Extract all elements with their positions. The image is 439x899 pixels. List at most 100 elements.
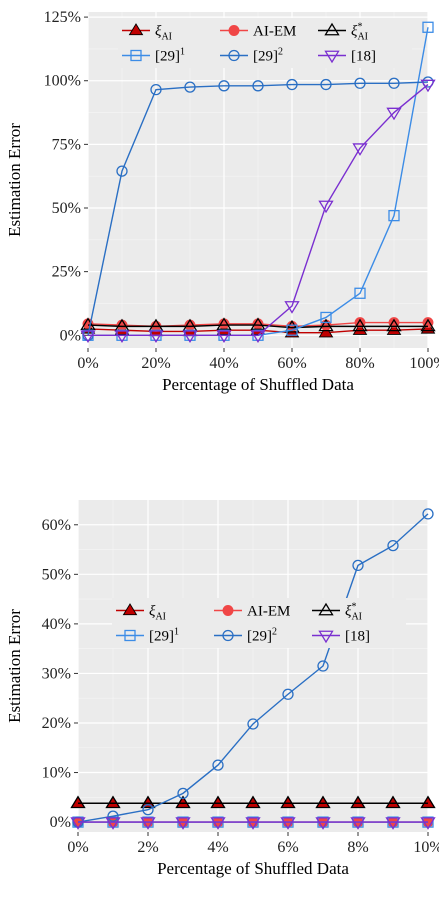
legend-item-ref18: [18] <box>312 629 370 645</box>
y-tick-label: 20% <box>42 715 71 732</box>
chart-top-svg: 0% 20% 40% 60% 80% 100% 0% 25% 50% 75% 100% 125% ξAI… <box>5 9 439 394</box>
legend-item-xi_ai_star: ξ* AI <box>312 602 362 623</box>
y-tick-label: 60% <box>42 517 71 534</box>
legend-key-marker <box>130 49 142 62</box>
y-tick-label: 50% <box>52 200 81 217</box>
data-point <box>318 318 334 332</box>
x-tick-label: 8% <box>347 839 368 856</box>
chart-bottom: 0% 2% 4% 6% 8% 10% 0% 10% 20% 30% 40% 50% 60% ξAI AI-E… <box>0 447 439 894</box>
legend-label: ξAI <box>155 24 172 43</box>
data-point <box>420 817 436 830</box>
legend-label: [29]1 <box>149 627 179 645</box>
x-tick-label: 100% <box>409 355 439 372</box>
x-tick-label: 20% <box>141 355 170 372</box>
data-point <box>80 330 96 344</box>
data-point <box>216 330 232 344</box>
legend-key-marker <box>222 629 234 642</box>
data-point <box>286 324 298 336</box>
data-point <box>318 200 334 214</box>
x-tick-label: 40% <box>209 355 238 372</box>
data-point <box>352 143 368 156</box>
data-point <box>422 21 434 33</box>
legend-key-marker <box>228 25 240 36</box>
data-point <box>317 660 329 672</box>
legend-item-ref18: [18] <box>318 49 376 65</box>
data-point <box>286 78 298 91</box>
data-point <box>250 330 266 344</box>
series-line <box>87 324 428 329</box>
data-point <box>352 559 364 572</box>
data-point <box>210 817 226 830</box>
data-point <box>245 817 261 830</box>
legend-item-ref29_2: [29]2 <box>214 627 277 645</box>
legend-item-xi_ai: ξAI <box>122 23 172 43</box>
series-line <box>87 81 429 336</box>
x-axis-title: Percentage of Shuffled Data <box>162 375 354 394</box>
data-point <box>252 80 264 92</box>
y-tick-label: 125% <box>44 9 81 26</box>
data-point <box>247 718 259 730</box>
legend-label: [18] <box>351 49 376 65</box>
legend-label: [29]1 <box>155 47 185 65</box>
legend-item-ai_em: AI-EM <box>214 604 290 620</box>
data-point <box>175 795 191 809</box>
data-point <box>352 318 368 332</box>
data-point <box>177 787 189 799</box>
data-point <box>142 804 154 816</box>
data-point <box>250 317 266 330</box>
legend-key-marker <box>128 23 144 36</box>
legend: ξAI AI-EM ξ* AI [29]1 [29]2 [18] <box>112 598 406 648</box>
legend-label: ξ* AI <box>345 602 362 623</box>
series-xi_ai_star <box>80 317 436 333</box>
x-tick-label: 2% <box>137 839 158 856</box>
y-tick-label: 40% <box>42 616 71 633</box>
legend-box <box>112 598 406 648</box>
data-point <box>218 80 230 92</box>
data-point <box>148 330 164 344</box>
data-point <box>386 322 402 335</box>
data-point <box>320 78 332 91</box>
legend-item-ai_em: AI-EM <box>220 24 296 40</box>
data-point <box>140 817 156 830</box>
legend-label: ξ* AI <box>351 22 368 43</box>
data-point <box>116 165 128 177</box>
y-tick-label: 75% <box>52 136 81 153</box>
data-point <box>352 322 368 335</box>
series-xi_ai_star <box>70 795 436 809</box>
y-axis-title: Estimation Error <box>5 123 24 237</box>
y-tick-label: 30% <box>42 665 71 682</box>
data-point <box>320 311 332 324</box>
y-tick-label: 0% <box>60 327 81 344</box>
data-point <box>114 330 130 344</box>
data-point <box>388 209 400 222</box>
y-axis-title: Estimation Error <box>5 609 24 723</box>
data-point <box>315 817 331 830</box>
legend-label: [18] <box>345 629 370 645</box>
y-tick-label: 25% <box>52 264 81 281</box>
series-line <box>88 84 429 336</box>
x-tick-label: 4% <box>207 839 228 856</box>
data-point <box>284 319 300 333</box>
data-point <box>387 539 399 552</box>
legend-box <box>118 18 412 68</box>
y-tick-label: 100% <box>44 73 81 90</box>
series-ref18 <box>80 79 436 344</box>
data-point <box>420 318 436 332</box>
data-point <box>245 795 261 809</box>
legend-key-marker <box>124 629 136 642</box>
legend-key-marker <box>324 50 340 64</box>
data-point <box>216 317 232 330</box>
data-point <box>107 810 119 822</box>
legend-key-marker <box>228 49 240 62</box>
data-point <box>420 79 436 93</box>
legend-label: AI-EM <box>253 24 296 40</box>
data-point <box>385 795 401 809</box>
data-point <box>354 287 366 299</box>
data-point <box>385 817 401 830</box>
data-point <box>350 817 366 830</box>
data-point <box>315 795 331 809</box>
chart-bottom-svg: 0% 2% 4% 6% 8% 10% 0% 10% 20% 30% 40% 50% 60% ξAI AI-E… <box>5 500 439 878</box>
data-point <box>70 795 86 809</box>
y-tick-label: 10% <box>42 765 71 782</box>
legend-key-marker <box>222 605 234 616</box>
